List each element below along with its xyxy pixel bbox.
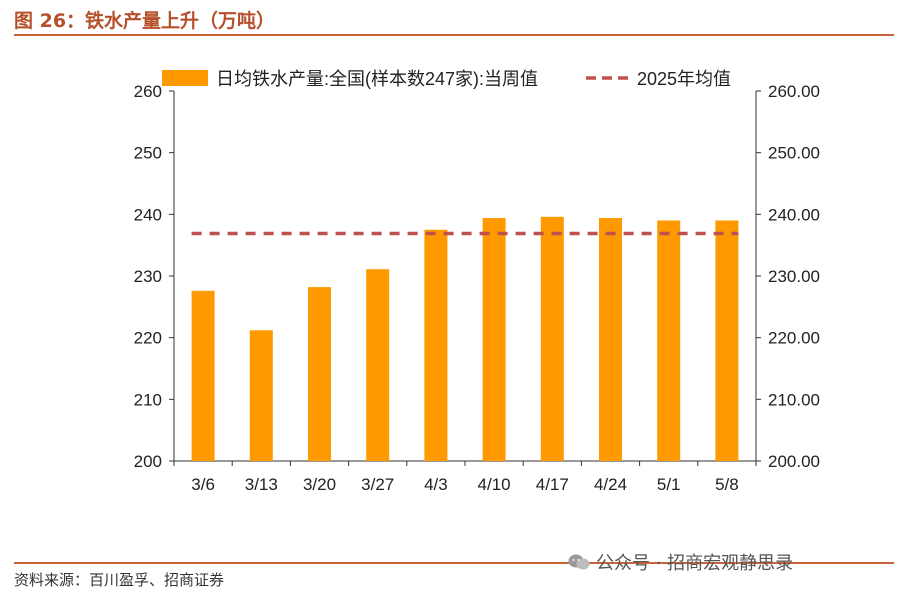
- x-tick-label: 4/24: [594, 475, 627, 494]
- legend-swatch-bar: [162, 70, 208, 86]
- x-tick-label: 3/27: [361, 475, 394, 494]
- source-note: 资料来源：百川盈孚、招商证券: [14, 571, 225, 589]
- watermark-text: 公众号 · 招商宏观静思录: [596, 553, 794, 574]
- right-tick-label: 200.00: [768, 452, 820, 471]
- bar: [599, 218, 622, 461]
- left-tick-label: 240: [134, 205, 162, 224]
- x-tick-label: 3/13: [245, 475, 278, 494]
- bar: [308, 287, 331, 461]
- title-rule: [14, 34, 894, 36]
- x-tick-label: 3/6: [191, 475, 215, 494]
- legend-label-bar: 日均铁水产量:全国(样本数247家):当周值: [216, 69, 538, 89]
- right-tick-label: 230.00: [768, 267, 820, 286]
- x-tick-label: 5/1: [657, 475, 681, 494]
- bar: [657, 220, 681, 461]
- chart: 200 210 220 230 240 250 260 200.00 210.00 220.00 2…: [134, 69, 820, 494]
- right-tick-label: 250.00: [768, 144, 820, 163]
- bar: [366, 269, 390, 461]
- bar: [191, 290, 215, 461]
- x-tick-label: 5/8: [715, 475, 739, 494]
- bar: [424, 229, 448, 461]
- right-tick-label: 240.00: [768, 205, 820, 224]
- left-tick-label: 260: [134, 82, 162, 101]
- x-tick-label: 4/17: [536, 475, 569, 494]
- x-tick-label: 3/20: [303, 475, 336, 494]
- left-tick-label: 220: [134, 329, 162, 348]
- bar: [482, 218, 506, 461]
- right-tick-label: 260.00: [768, 82, 820, 101]
- x-tick-label: 4/3: [424, 475, 448, 494]
- bar: [540, 216, 564, 461]
- left-tick-label: 210: [134, 390, 162, 409]
- bar: [249, 330, 273, 461]
- footer-rule: [14, 562, 894, 564]
- bar: [715, 220, 739, 461]
- left-tick-label: 230: [134, 267, 162, 286]
- left-tick-label: 250: [134, 144, 162, 163]
- figure-title: 图 26：铁水产量上升（万吨）: [14, 10, 276, 32]
- right-tick-label: 210.00: [768, 390, 820, 409]
- wechat-icon: [568, 554, 590, 570]
- x-tick-label: 4/10: [478, 475, 511, 494]
- right-tick-label: 220.00: [768, 329, 820, 348]
- legend-label-line: 2025年均值: [637, 69, 731, 89]
- left-tick-label: 200: [134, 452, 162, 471]
- watermark: 公众号 · 招商宏观静思录: [568, 549, 793, 575]
